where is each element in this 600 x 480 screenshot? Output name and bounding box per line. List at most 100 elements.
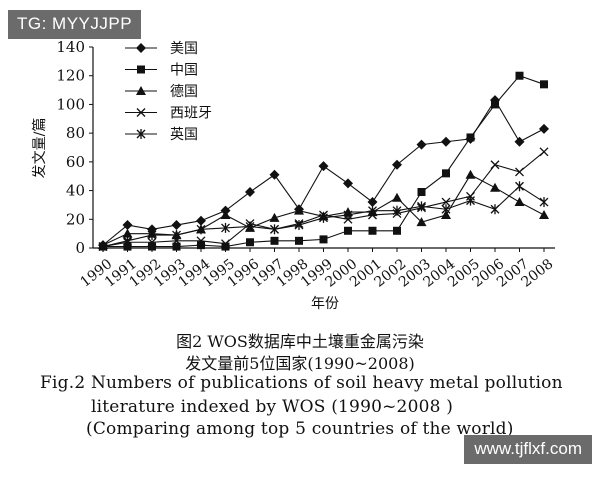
data-point (515, 167, 524, 177)
data-point (539, 209, 549, 219)
data-point (172, 242, 181, 251)
y-tick-label: 0 (75, 239, 85, 257)
data-point (465, 169, 476, 179)
series-layer (98, 71, 549, 252)
data-point (122, 228, 133, 238)
data-point (123, 235, 132, 246)
data-point (319, 212, 328, 223)
line-chart: 发文量/篇 年份 0204060801001201401990199119921… (32, 38, 556, 312)
legend-label: 西班牙 (170, 106, 212, 122)
data-point (392, 192, 402, 202)
series-4 (98, 181, 549, 252)
x-axis-label: 年份 (311, 296, 339, 312)
data-point (466, 133, 475, 142)
data-point (441, 197, 451, 207)
data-point (514, 136, 525, 147)
legend-marker (136, 43, 146, 53)
caption-en-line3: (Comparing among top 5 countries of the … (86, 419, 514, 439)
data-point (344, 226, 352, 235)
data-point (318, 161, 329, 172)
series-0 (98, 95, 549, 251)
data-point (295, 236, 303, 245)
data-point (147, 230, 157, 241)
data-point (221, 242, 230, 251)
data-point (270, 224, 279, 235)
legend-marker (136, 108, 146, 117)
watermark-label-bottom: www.tjflxf.com (464, 435, 592, 464)
data-point (196, 236, 206, 246)
data-point (269, 169, 280, 180)
data-point (441, 136, 451, 147)
data-point (294, 220, 304, 231)
legend-label: 英国 (170, 126, 198, 143)
data-point (270, 236, 279, 245)
data-point (269, 212, 280, 222)
data-point (539, 123, 549, 134)
data-point (392, 159, 402, 170)
data-point (197, 241, 205, 250)
data-point (245, 221, 255, 232)
legend-label: 美国 (170, 41, 198, 57)
legend-item: 美国 (125, 41, 198, 57)
data-point (221, 222, 230, 233)
y-tick-label: 20 (66, 210, 85, 228)
data-point (442, 169, 450, 178)
y-tick-label: 100 (56, 95, 85, 113)
data-point (148, 242, 156, 251)
data-point (514, 197, 525, 207)
data-point (319, 235, 328, 244)
data-point (123, 242, 132, 251)
data-point (417, 188, 426, 197)
caption-cn-line1: 图2 WOS数据库中土壤重金属污染 (176, 332, 424, 351)
data-point (416, 217, 427, 227)
data-point (491, 100, 499, 109)
data-point (490, 182, 500, 192)
data-point (490, 204, 500, 215)
legend-label: 德国 (170, 84, 198, 100)
data-point (539, 197, 549, 208)
data-point (515, 71, 524, 80)
data-point (196, 215, 206, 226)
data-point (540, 80, 548, 89)
data-point (98, 241, 108, 252)
data-point (539, 147, 549, 157)
data-point (515, 181, 524, 192)
data-point (221, 239, 230, 249)
legend-item: 中国 (125, 63, 198, 79)
data-point (343, 209, 353, 220)
data-point (147, 237, 157, 247)
legend-item: 德国 (125, 84, 198, 100)
y-axis-label: 发文量/篇 (32, 118, 48, 179)
data-point (416, 139, 427, 150)
data-point (393, 226, 401, 235)
data-point (246, 238, 254, 247)
axes: 0204060801001201401990199119921993199419… (56, 38, 556, 291)
data-point (441, 204, 451, 215)
data-point (441, 209, 451, 219)
y-tick-label: 140 (56, 38, 85, 56)
y-tick-label: 60 (66, 153, 85, 171)
legend-marker (136, 129, 146, 139)
data-point (172, 230, 181, 241)
y-tick-label: 40 (66, 182, 85, 200)
legend-item: 西班牙 (125, 106, 212, 122)
data-point (368, 205, 377, 216)
data-point (196, 224, 206, 235)
data-point (392, 205, 402, 216)
data-point (220, 209, 231, 219)
data-point (343, 178, 353, 189)
legend-label: 中国 (170, 63, 198, 79)
data-point (368, 226, 377, 235)
data-point (367, 197, 378, 208)
y-tick-label: 80 (66, 124, 85, 142)
series-line (102, 99, 545, 246)
caption-en-line1: Fig.2 Numbers of publications of soil he… (40, 373, 563, 393)
watermark-label-top: TG: MYYJJPP (8, 10, 142, 39)
legend-marker (137, 65, 145, 74)
series-1 (99, 71, 548, 251)
legend-marker (136, 86, 146, 95)
caption-en-line2: literature indexed by WOS (1990~2008 ) (91, 397, 454, 417)
data-point (171, 220, 182, 231)
data-point (245, 187, 255, 198)
